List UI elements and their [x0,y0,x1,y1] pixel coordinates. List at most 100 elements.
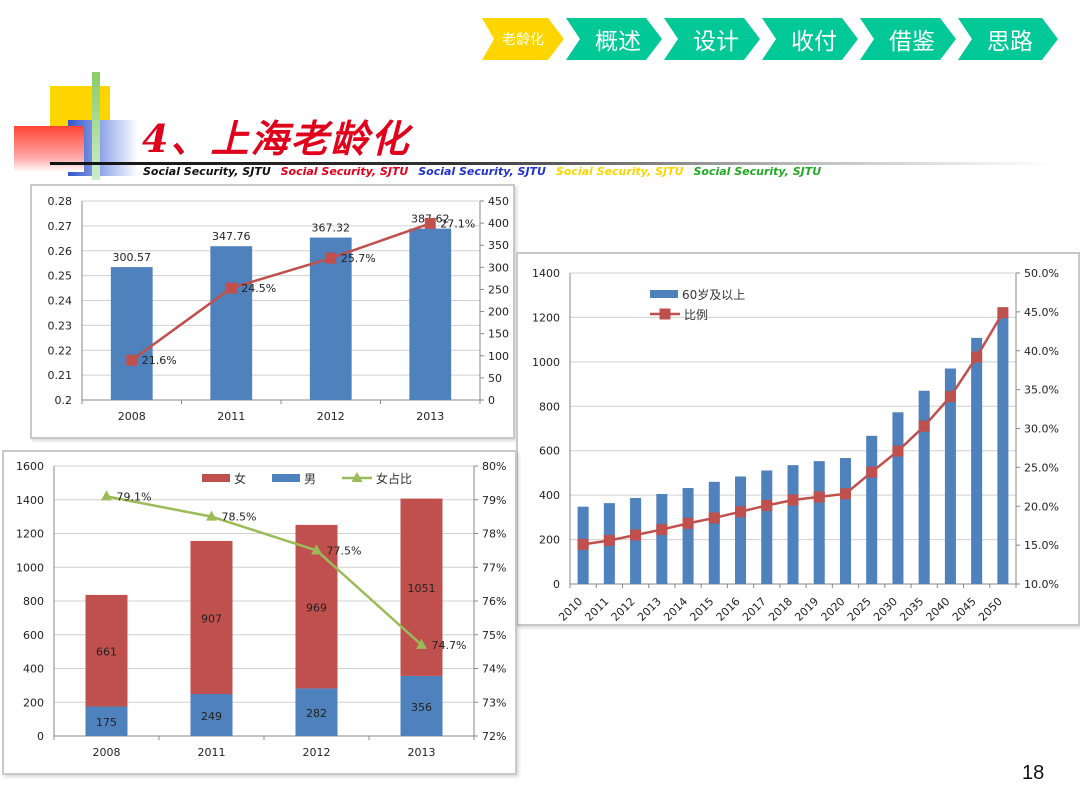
nav-item-aging[interactable]: 老龄化 [482,18,564,60]
left-axis-tick-label: 200 [23,696,44,709]
subtitle-item: Social Security, SJTU [693,165,822,178]
left-axis-tick-label: 0.28 [48,195,73,208]
left-axis-tick-label: 1000 [532,356,560,369]
nav-arrow-shape [664,18,760,60]
subtitle-item: Social Security, SJTU [555,165,684,178]
right-axis-tick-label: 80% [482,460,506,473]
bar [918,390,930,584]
x-axis-tick-label: 2012 [609,595,638,624]
x-axis-tick-label: 2013 [408,746,436,759]
bar-data-label: 661 [96,646,117,659]
line-point [311,544,322,555]
chart-panel-projection: 0 200 400 600 800 1000 1200 1400 10.0% 15.0% 20.0%… [516,252,1080,626]
bar [295,688,338,736]
left-axis-tick-label: 1600 [16,460,44,473]
left-axis-tick-label: 1200 [16,528,44,541]
right-axis-tick-label: 76% [482,595,506,608]
right-axis-tick-label: 30.0% [1024,423,1059,436]
nav-item-reference[interactable]: 借鉴 [860,18,956,60]
chart-panel-elderly-share: 0.2 0.21 0.22 0.23 0.24 0.25 0.26 0.27 0.28 0 50 10… [30,184,515,439]
right-axis-tick-label: 73% [482,696,506,709]
left-axis-tick-label: 600 [539,445,560,458]
line-point [325,252,337,264]
nav-item-overview[interactable]: 概述 [566,18,662,60]
deco-red-square [14,126,84,172]
legend-swatch [272,474,300,482]
line-data-label: 78.5% [222,511,257,524]
nav-arrow-shape [958,18,1058,60]
right-axis-tick-label: 40.0% [1024,345,1059,358]
right-axis-tick-label: 50 [488,372,502,385]
left-axis-tick-label: 1400 [16,494,44,507]
bar [866,435,878,584]
x-axis-tick-label: 2040 [924,595,953,624]
bar [85,706,128,736]
line-point [225,282,237,294]
left-axis-tick-label: 0.21 [48,369,73,382]
legend-swatch [650,290,678,298]
nav-item-payment[interactable]: 收付 [762,18,858,60]
bar [210,246,253,400]
right-axis-tick-label: 79% [482,494,506,507]
right-axis-tick-label: 72% [482,730,506,743]
nav-item-label: 概述 [595,29,641,55]
line-point [971,351,983,363]
x-axis-tick-label: 2011 [582,595,611,624]
line-data-label: 21.6% [142,354,177,367]
line-point [126,354,138,366]
bar [400,675,443,736]
right-axis-tick-label: 15.0% [1024,539,1059,552]
left-axis-tick-label: 400 [539,489,560,502]
right-axis-tick-label: 78% [482,528,506,541]
line-data-label: 77.5% [327,544,362,557]
bar [656,494,668,584]
right-axis-tick-label: 450 [488,195,509,208]
chart-elderly-gender: 0 200 400 600 800 1000 1200 1400 1600 72% 73% 74% 75… [16,460,506,759]
line-data-label: 74.7% [432,639,467,652]
right-axis-tick-label: 25.0% [1024,461,1059,474]
bar-data-label: 356 [411,701,432,714]
left-axis-tick-label: 600 [23,629,44,642]
section-nav: 老龄化 概述 设计 收付 借鉴 思路 [482,18,1067,60]
left-axis-tick-label: 0 [553,578,560,591]
legend-swatch [202,474,230,482]
right-axis-tick-label: 20.0% [1024,500,1059,513]
bar [787,465,799,584]
right-axis-tick-label: 10.0% [1024,578,1059,591]
bar [892,412,904,584]
subtitle-banner: Social Security, SJTU Social Security, S… [143,165,827,178]
line-point [577,538,589,550]
line-point [735,506,747,518]
line-point [839,488,851,500]
bar [309,237,352,400]
series-line [106,495,423,646]
x-axis-tick-label: 2010 [556,595,585,624]
x-axis-tick-label: 2025 [845,595,874,624]
left-axis-tick-label: 0.22 [48,344,73,357]
nav-item-ideas[interactable]: 思路 [958,18,1058,60]
right-axis-tick-label: 100 [488,350,509,363]
series-line [131,222,431,362]
x-axis-tick-label: 2016 [714,595,743,624]
page-number: 18 [1022,762,1045,784]
chart-elderly-projection: 0 200 400 600 800 1000 1200 1400 10.0% 15.0% 20.0%… [532,267,1059,624]
bar-data-label: 249 [201,710,222,723]
left-axis-tick-label: 0.27 [48,220,73,233]
right-axis-tick-label: 35.0% [1024,384,1059,397]
left-axis-tick-label: 0.24 [48,295,73,308]
legend-label: 60岁及以上 [682,287,745,302]
nav-item-design[interactable]: 设计 [664,18,760,60]
x-axis-tick-label: 2050 [976,595,1005,624]
bar-data-label: 175 [96,716,117,729]
subtitle-item: Social Security, SJTU [280,165,409,178]
line-point [101,490,112,501]
right-axis-tick-label: 350 [488,239,509,252]
left-axis-tick-label: 0.23 [48,319,73,332]
legend-label: 女 [234,471,246,486]
subtitle-item: Social Security, SJTU [418,165,546,178]
line-point [866,466,878,478]
right-axis-tick-label: 150 [488,328,509,341]
line-point [761,499,773,511]
nav-arrow-shape [762,18,858,60]
line-point [656,524,668,536]
